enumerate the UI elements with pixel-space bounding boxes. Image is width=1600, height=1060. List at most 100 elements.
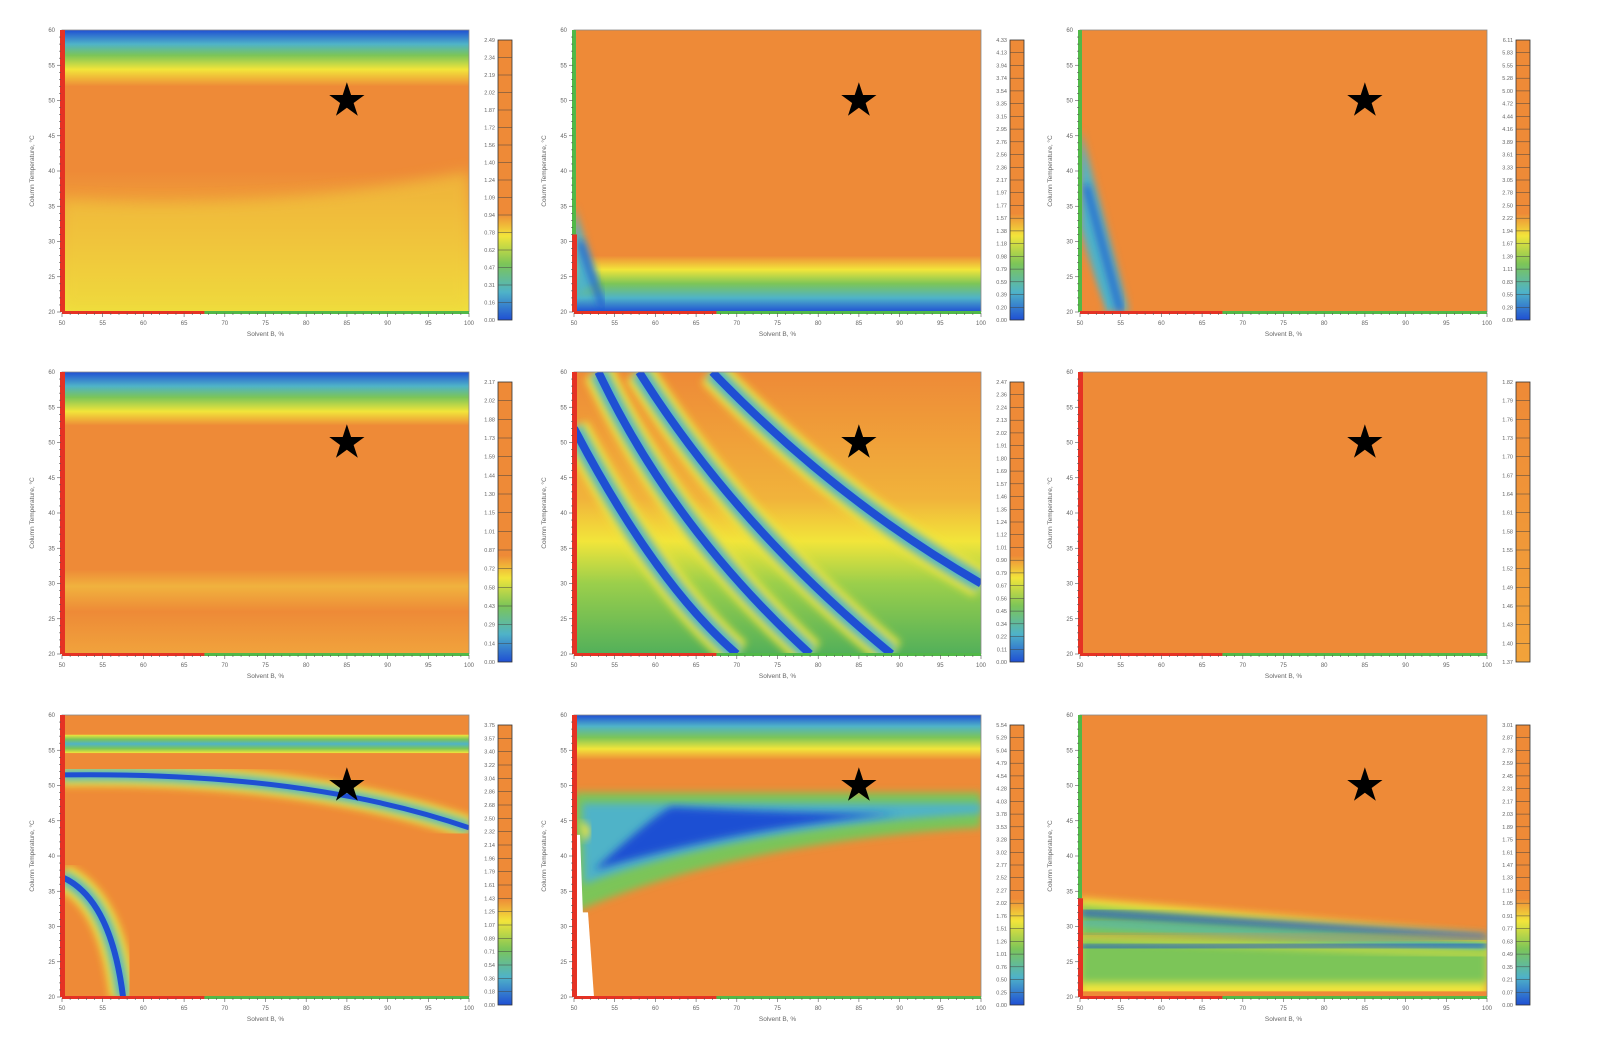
y-tick-label: 20 bbox=[1066, 310, 1073, 316]
colorbar-tick-label: 1.07 bbox=[484, 923, 495, 929]
y-tick-label: 25 bbox=[1066, 275, 1073, 281]
left-edge-green-bar bbox=[572, 30, 576, 235]
colorbar-tick-label: 2.77 bbox=[996, 863, 1007, 869]
colorbar-tick-label: 4.28 bbox=[996, 787, 1007, 793]
x-tick-label: 80 bbox=[1321, 321, 1328, 327]
colorbar-tick-label: 0.25 bbox=[996, 990, 1007, 996]
colorbar-tick-label: 3.94 bbox=[996, 63, 1007, 69]
y-tick-label: 55 bbox=[48, 63, 55, 69]
y-tick-label: 25 bbox=[1066, 617, 1073, 623]
colorbar-tick-label: 2.24 bbox=[996, 405, 1007, 411]
x-tick-label: 60 bbox=[652, 321, 659, 327]
colorbar-tick-label: 0.00 bbox=[996, 660, 1007, 666]
colorbar-tick-label: 0.62 bbox=[484, 248, 495, 254]
y-tick-label: 40 bbox=[1066, 854, 1073, 860]
colorbar-tick-label: 1.43 bbox=[484, 896, 495, 902]
y-tick-label: 45 bbox=[1066, 819, 1073, 825]
x-tick-label: 65 bbox=[693, 1006, 700, 1012]
colorbar-tick-label: 2.36 bbox=[996, 393, 1007, 399]
x-tick-label: 100 bbox=[1482, 1006, 1493, 1012]
x-tick-label: 60 bbox=[1158, 663, 1165, 669]
y-tick-label: 50 bbox=[560, 784, 567, 790]
y-tick-label: 25 bbox=[560, 960, 567, 966]
y-tick-label: 35 bbox=[560, 889, 567, 895]
star-marker: ★ bbox=[838, 74, 879, 126]
colorbar-tick-label: 0.28 bbox=[1502, 305, 1513, 311]
colorbar-tick-label: 1.01 bbox=[996, 545, 1007, 551]
heatmap-panel-1: 50 55 60 65 70 75 80 85 90 95 100 20 25 30 35 40 45 50 55 6… bbox=[28, 28, 513, 338]
left-edge-red-bar bbox=[572, 234, 577, 312]
y-tick-label: 20 bbox=[560, 652, 567, 658]
x-tick-label: 60 bbox=[140, 663, 147, 669]
colorbar-tick-label: 2.76 bbox=[996, 140, 1007, 146]
colorbar-tick-label: 1.61 bbox=[1502, 511, 1513, 517]
x-tick-label: 75 bbox=[1280, 321, 1287, 327]
colorbar-tick-label: 1.56 bbox=[484, 143, 495, 149]
x-tick-label: 90 bbox=[1402, 663, 1409, 669]
y-tick-label: 45 bbox=[1066, 476, 1073, 482]
colorbar-tick-label: 3.04 bbox=[484, 776, 495, 782]
colorbar-tick-label: 0.67 bbox=[996, 584, 1007, 590]
x-tick-label: 80 bbox=[815, 663, 822, 669]
x-tick-label: 60 bbox=[1158, 321, 1165, 327]
colorbar-tick-label: 0.00 bbox=[996, 318, 1007, 324]
x-tick-label: 95 bbox=[937, 321, 944, 327]
heatmap-panel-2: 50 55 60 65 70 75 80 85 90 95 100 20 25 30 35 40 45 50 55 6… bbox=[540, 28, 1025, 338]
colorbar-tick-label: 3.61 bbox=[1502, 153, 1513, 159]
star-marker: ★ bbox=[326, 416, 367, 468]
colorbar-tick-label: 5.55 bbox=[1502, 63, 1513, 69]
colorbar-tick-label: 0.18 bbox=[484, 990, 495, 996]
colorbar-tick-label: 2.27 bbox=[996, 888, 1007, 894]
y-axis-label: Column Temperature, °C bbox=[540, 135, 548, 207]
colorbar-tick-label: 0.79 bbox=[996, 571, 1007, 577]
y-tick-label: 60 bbox=[48, 28, 55, 34]
y-tick-label: 50 bbox=[48, 441, 55, 447]
colorbar-tick-label: 2.14 bbox=[484, 843, 495, 849]
colorbar-tick-label: 1.24 bbox=[484, 178, 495, 184]
colorbar-tick-label: 1.97 bbox=[996, 191, 1007, 197]
colorbar-tick-label: 3.22 bbox=[484, 763, 495, 769]
heatmap-panel-9: 50 55 60 65 70 75 80 85 90 95 100 20 25 30 35 40 45 50 55 6… bbox=[1046, 713, 1531, 1023]
y-tick-label: 20 bbox=[1066, 652, 1073, 658]
colorbar-tick-label: 0.21 bbox=[1502, 978, 1513, 984]
colorbar-tick-label: 1.40 bbox=[1502, 641, 1513, 647]
y-tick-label: 40 bbox=[560, 169, 567, 175]
colorbar-tick-label: 2.32 bbox=[484, 830, 495, 836]
colorbar-tick-label: 1.52 bbox=[1502, 567, 1513, 573]
colorbar-tick-label: 1.76 bbox=[996, 914, 1007, 920]
x-tick-label: 55 bbox=[1117, 1006, 1124, 1012]
x-tick-label: 50 bbox=[1077, 321, 1084, 327]
colorbar-tick-label: 4.44 bbox=[1502, 114, 1513, 120]
bottom-edge-red-bar bbox=[62, 311, 205, 314]
y-tick-label: 25 bbox=[48, 275, 55, 281]
x-tick-label: 55 bbox=[611, 663, 618, 669]
colorbar-tick-label: 0.43 bbox=[484, 604, 495, 610]
x-tick-label: 70 bbox=[1239, 1006, 1246, 1012]
colorbar-tick-label: 1.87 bbox=[484, 108, 495, 114]
colorbar-tick-label: 2.56 bbox=[996, 153, 1007, 159]
colorbar-tick-label: 0.87 bbox=[484, 548, 495, 554]
colorbar-tick-label: 3.15 bbox=[996, 114, 1007, 120]
colorbar-tick-label: 5.29 bbox=[996, 736, 1007, 742]
x-tick-label: 55 bbox=[99, 321, 106, 327]
colorbar bbox=[497, 724, 513, 1006]
x-tick-label: 75 bbox=[262, 1006, 269, 1012]
x-tick-label: 80 bbox=[303, 1006, 310, 1012]
colorbar-tick-label: 1.33 bbox=[1502, 876, 1513, 882]
y-tick-label: 50 bbox=[48, 784, 55, 790]
y-tick-label: 20 bbox=[48, 995, 55, 1001]
colorbar-tick-label: 0.58 bbox=[484, 585, 495, 591]
colorbar-tick-label: 1.01 bbox=[484, 529, 495, 535]
left-edge-red-bar bbox=[572, 715, 577, 997]
x-tick-label: 50 bbox=[571, 663, 578, 669]
y-tick-label: 60 bbox=[1066, 370, 1073, 376]
x-tick-label: 95 bbox=[425, 663, 432, 669]
x-tick-label: 85 bbox=[344, 1006, 351, 1012]
colorbar-tick-label: 1.80 bbox=[996, 456, 1007, 462]
colorbar-tick-label: 2.78 bbox=[1502, 191, 1513, 197]
colorbar-tick-label: 0.00 bbox=[996, 1003, 1007, 1009]
colorbar-tick-label: 2.45 bbox=[1502, 774, 1513, 780]
x-tick-label: 90 bbox=[384, 663, 391, 669]
colorbar-tick-label: 1.40 bbox=[484, 161, 495, 167]
